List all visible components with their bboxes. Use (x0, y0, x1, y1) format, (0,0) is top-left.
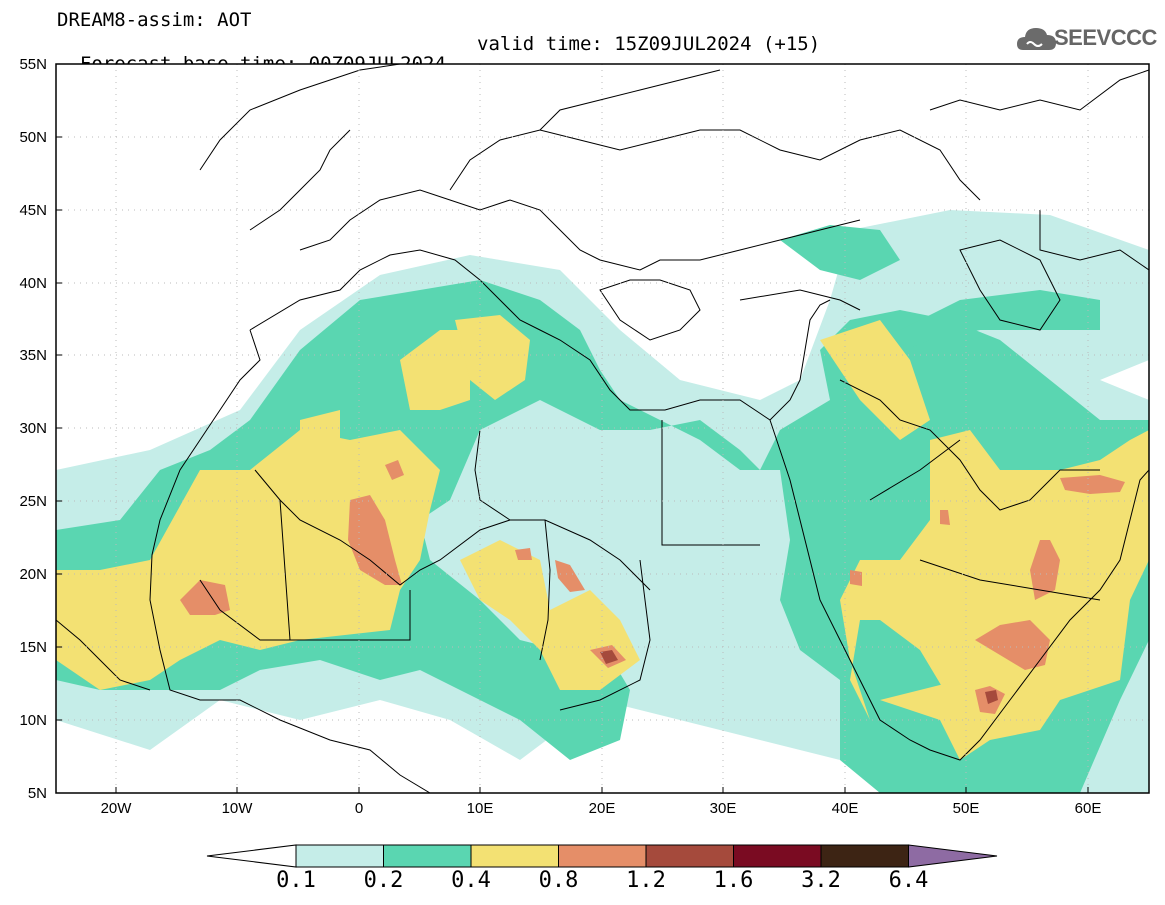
colorbar-label: 3.2 (801, 868, 841, 893)
lon-label: 30E (710, 800, 737, 817)
lat-label: 35N (19, 347, 47, 364)
colorbar-segment (470, 844, 559, 868)
map-title: DREAM8-assim: AOT (57, 9, 252, 31)
aot-level-0.4 (56, 315, 1149, 760)
grid-lines (56, 64, 1149, 793)
lat-label: 55N (19, 56, 47, 73)
colorbar-segment (295, 844, 384, 868)
country-borders (56, 64, 1149, 793)
colorbar-label: 0.4 (451, 868, 491, 893)
colorbar-segment (820, 844, 909, 868)
longitude-labels: 20W 10W 0 10E 20E 30E 40E 50E 60E (101, 800, 1102, 817)
colorbar-segment (733, 844, 822, 868)
colorbar-segment (206, 844, 297, 868)
lon-label: 20E (589, 800, 616, 817)
colorbar-label: 1.6 (713, 868, 754, 893)
lat-label: 10N (19, 712, 47, 729)
logo-text: SEEVCCC (1054, 25, 1157, 50)
lon-label: 0 (355, 800, 363, 817)
lat-label: 20N (19, 566, 47, 583)
colorbar-label: 0.8 (538, 868, 579, 893)
lat-label: 30N (19, 420, 47, 437)
colorbar-segment (558, 844, 647, 868)
valid-time: valid time: 15Z09JUL2024 (+15) (477, 33, 821, 55)
lon-label: 40E (832, 800, 859, 817)
lon-label: 50E (953, 800, 980, 817)
colorbar-segment (645, 844, 734, 868)
latitude-labels: 55N 50N 45N 40N 35N 30N 25N 20N 15N 10N … (19, 56, 47, 802)
lat-label: 5N (28, 785, 47, 802)
lon-label: 20W (101, 800, 133, 817)
lat-label: 15N (19, 639, 47, 656)
lon-label: 60E (1075, 800, 1102, 817)
lat-label: 40N (19, 275, 47, 292)
cloud-icon (1017, 28, 1056, 50)
colorbar-segment (908, 844, 998, 868)
lon-label: 10W (222, 800, 254, 817)
colorbar-label: 1.2 (626, 868, 666, 893)
colorbar-label: 6.4 (888, 868, 929, 893)
lat-label: 45N (19, 202, 47, 219)
aot-level-1.2 (600, 650, 998, 704)
lat-label: 50N (19, 129, 47, 146)
lat-label: 25N (19, 493, 47, 510)
colorbar-segment (383, 844, 472, 868)
axis-ticks (56, 63, 1089, 793)
lon-label: 10E (467, 800, 494, 817)
aot-level-0.8 (180, 460, 1125, 714)
colorbar (206, 844, 998, 868)
colorbar-label: 0.1 (276, 868, 316, 893)
colorbar-label: 0.2 (363, 868, 404, 893)
